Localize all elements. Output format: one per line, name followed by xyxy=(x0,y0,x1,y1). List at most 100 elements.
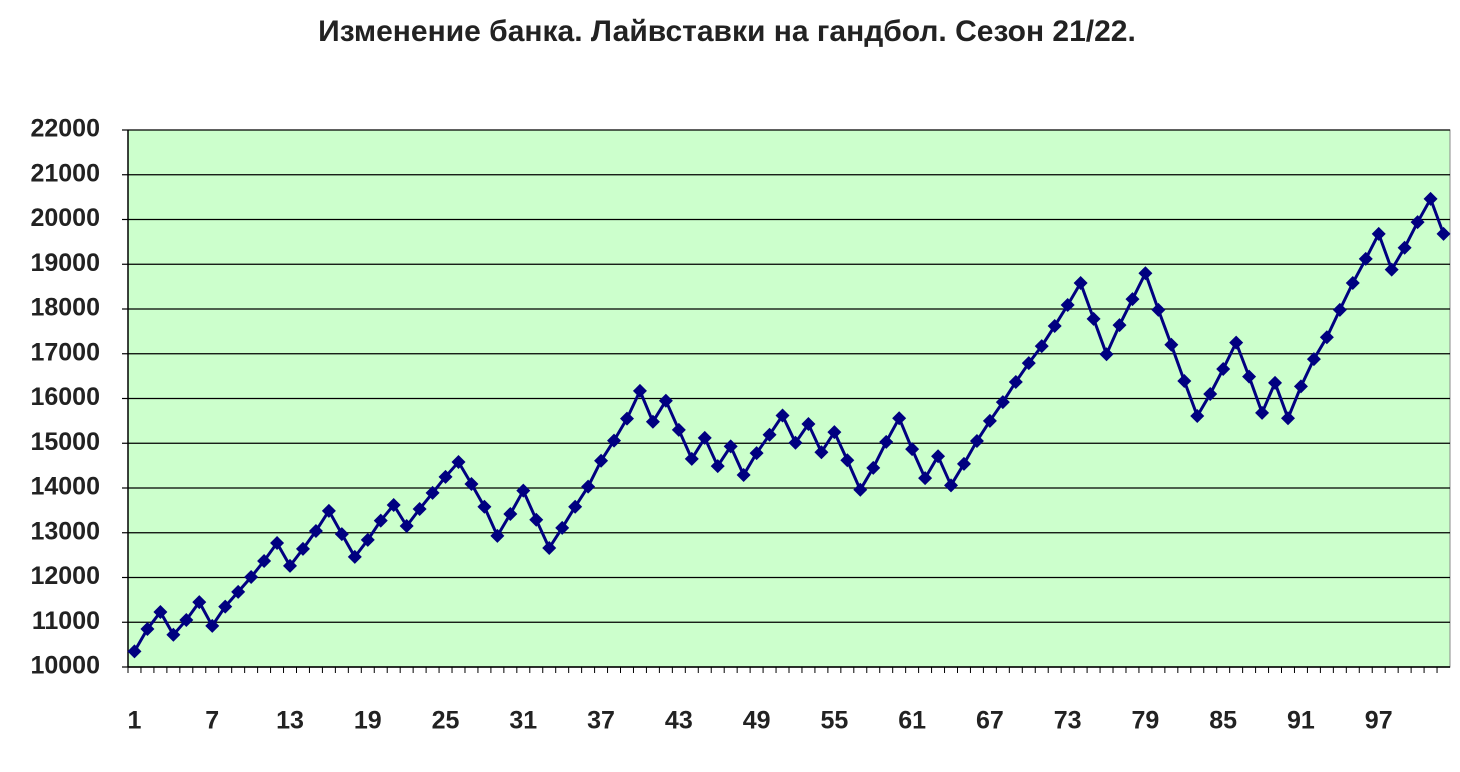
y-tick-label: 21000 xyxy=(30,159,100,187)
data-marker xyxy=(490,528,505,543)
data-marker xyxy=(1151,302,1166,317)
x-tick-label: 7 xyxy=(205,707,219,735)
y-tick-label: 17000 xyxy=(30,338,100,366)
data-marker xyxy=(775,408,790,423)
data-marker xyxy=(192,595,207,610)
data-marker xyxy=(1423,191,1438,206)
data-marker xyxy=(1229,335,1244,350)
data-marker xyxy=(995,395,1010,410)
chart-title: Изменение банка. Лайвставки на гандбол. … xyxy=(318,15,1136,48)
data-marker xyxy=(879,434,894,449)
data-marker xyxy=(1293,379,1308,394)
data-marker xyxy=(1112,318,1127,333)
x-tick-label: 25 xyxy=(432,707,460,735)
data-marker xyxy=(257,553,272,568)
y-tick-label: 19000 xyxy=(30,249,100,277)
data-marker xyxy=(645,414,660,429)
data-marker xyxy=(412,502,427,517)
data-marker xyxy=(1047,319,1062,334)
y-tick-label: 16000 xyxy=(30,383,100,411)
data-marker xyxy=(658,393,673,408)
data-marker xyxy=(1255,405,1270,420)
x-tick-label: 73 xyxy=(1054,707,1082,735)
data-marker xyxy=(1021,356,1036,371)
x-tick-label: 13 xyxy=(276,707,304,735)
data-marker xyxy=(244,570,259,585)
data-marker xyxy=(425,485,440,500)
data-marker xyxy=(1332,302,1347,317)
x-tick-label: 85 xyxy=(1209,707,1237,735)
data-marker xyxy=(360,532,375,547)
data-marker xyxy=(399,519,414,534)
data-marker xyxy=(1268,375,1283,390)
data-marker xyxy=(1125,292,1140,307)
data-marker xyxy=(1099,347,1114,362)
data-marker xyxy=(684,451,699,466)
data-marker xyxy=(373,513,388,528)
data-marker xyxy=(1073,276,1088,291)
data-marker xyxy=(218,599,233,614)
data-marker xyxy=(308,523,323,538)
data-marker xyxy=(1034,339,1049,354)
x-tick-label: 97 xyxy=(1365,707,1393,735)
data-marker xyxy=(710,459,725,474)
data-marker xyxy=(1138,266,1153,281)
data-marker xyxy=(529,512,544,527)
y-tick-label: 12000 xyxy=(30,562,100,590)
data-marker xyxy=(956,456,971,471)
x-tick-label: 79 xyxy=(1132,707,1160,735)
data-marker xyxy=(944,478,959,493)
data-marker xyxy=(438,469,453,484)
data-marker xyxy=(555,520,570,535)
data-marker xyxy=(153,604,168,619)
x-tick-label: 61 xyxy=(898,707,926,735)
data-marker xyxy=(179,613,194,628)
data-marker xyxy=(542,540,557,555)
data-marker xyxy=(918,471,933,486)
data-marker xyxy=(1216,361,1231,376)
data-marker xyxy=(1384,262,1399,277)
data-marker xyxy=(321,503,336,518)
data-marker xyxy=(892,411,907,426)
data-marker xyxy=(1397,240,1412,255)
data-marker xyxy=(1203,387,1218,402)
data-marker xyxy=(1164,337,1179,352)
data-marker xyxy=(1086,311,1101,326)
x-tick-label: 67 xyxy=(976,707,1004,735)
data-marker xyxy=(1410,215,1425,230)
x-tick-label: 1 xyxy=(128,707,142,735)
data-marker xyxy=(166,627,181,642)
data-marker xyxy=(853,482,868,497)
data-marker xyxy=(788,435,803,450)
data-marker xyxy=(516,483,531,498)
data-marker xyxy=(1060,297,1075,312)
y-tick-label: 11000 xyxy=(32,607,100,635)
data-marker xyxy=(347,549,362,564)
data-marker xyxy=(1371,226,1386,241)
data-marker xyxy=(1190,408,1205,423)
x-tick-label: 91 xyxy=(1287,707,1315,735)
data-marker xyxy=(827,425,842,440)
data-marker xyxy=(283,558,298,573)
y-tick-label: 14000 xyxy=(30,473,100,501)
data-marker xyxy=(1436,226,1451,241)
data-marker xyxy=(1242,369,1257,384)
x-tick-label: 55 xyxy=(820,707,848,735)
data-marker xyxy=(1008,374,1023,389)
data-marker xyxy=(607,433,622,448)
data-marker xyxy=(982,413,997,428)
data-marker xyxy=(632,383,647,398)
data-marker xyxy=(477,499,492,514)
data-marker xyxy=(801,417,816,432)
data-marker xyxy=(723,439,738,454)
data-marker xyxy=(840,453,855,468)
x-tick-label: 31 xyxy=(509,707,537,735)
data-marker xyxy=(464,476,479,491)
x-tick-label: 19 xyxy=(354,707,382,735)
data-marker xyxy=(205,618,220,633)
data-marker xyxy=(1280,411,1295,426)
y-tick-label: 15000 xyxy=(30,428,100,456)
data-marker xyxy=(140,621,155,636)
data-marker xyxy=(969,434,984,449)
